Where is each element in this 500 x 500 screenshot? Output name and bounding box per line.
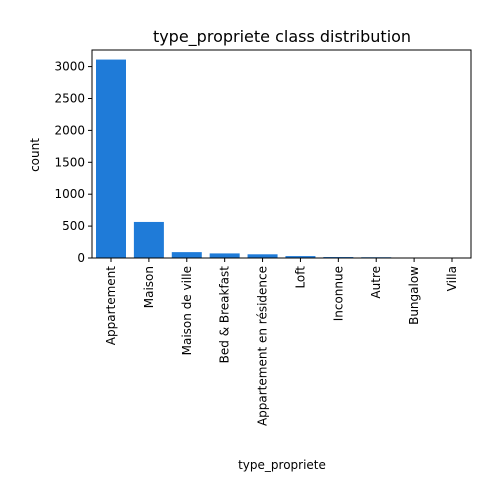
- y-tick-label: 1000: [54, 187, 85, 201]
- plot-area: [96, 59, 467, 258]
- bar-5: [285, 256, 316, 258]
- bar-4: [247, 254, 278, 258]
- x-tick-label: Maison de ville: [180, 266, 194, 355]
- y-tick-label: 1500: [54, 155, 85, 169]
- x-tick-label: Appartement: [104, 266, 118, 345]
- x-tick-label: Appartement en résidence: [256, 266, 270, 426]
- y-tick-label: 0: [77, 251, 85, 265]
- x-tick-label: Bungalow: [407, 266, 421, 325]
- bar-2: [171, 252, 202, 258]
- bar-1: [133, 221, 164, 258]
- x-tick-label: Villa: [445, 266, 459, 291]
- x-tick-label: Inconnue: [331, 266, 345, 321]
- x-tick-label: Bed & Breakfast: [218, 266, 232, 364]
- y-tick-label: 500: [62, 219, 85, 233]
- chart-title: type_propriete class distribution: [153, 27, 411, 47]
- y-tick-label: 2000: [54, 123, 85, 137]
- bar-3: [209, 253, 240, 258]
- y-axis: 0 500 1000 1500 2000 2500 3000: [54, 60, 92, 265]
- y-tick-label: 2500: [54, 91, 85, 105]
- x-tick-label: Maison: [142, 266, 156, 308]
- plot-frame: [91, 49, 472, 259]
- x-tick-label: Loft: [293, 266, 307, 289]
- y-tick-label: 3000: [54, 60, 85, 74]
- y-axis-label: count: [28, 138, 42, 172]
- x-axis: Appartement Maison Maison de ville Bed & Br…: [104, 258, 459, 426]
- x-tick-label: Autre: [369, 266, 383, 299]
- bar-0: [96, 59, 126, 258]
- x-axis-label: type_propriete: [238, 458, 326, 472]
